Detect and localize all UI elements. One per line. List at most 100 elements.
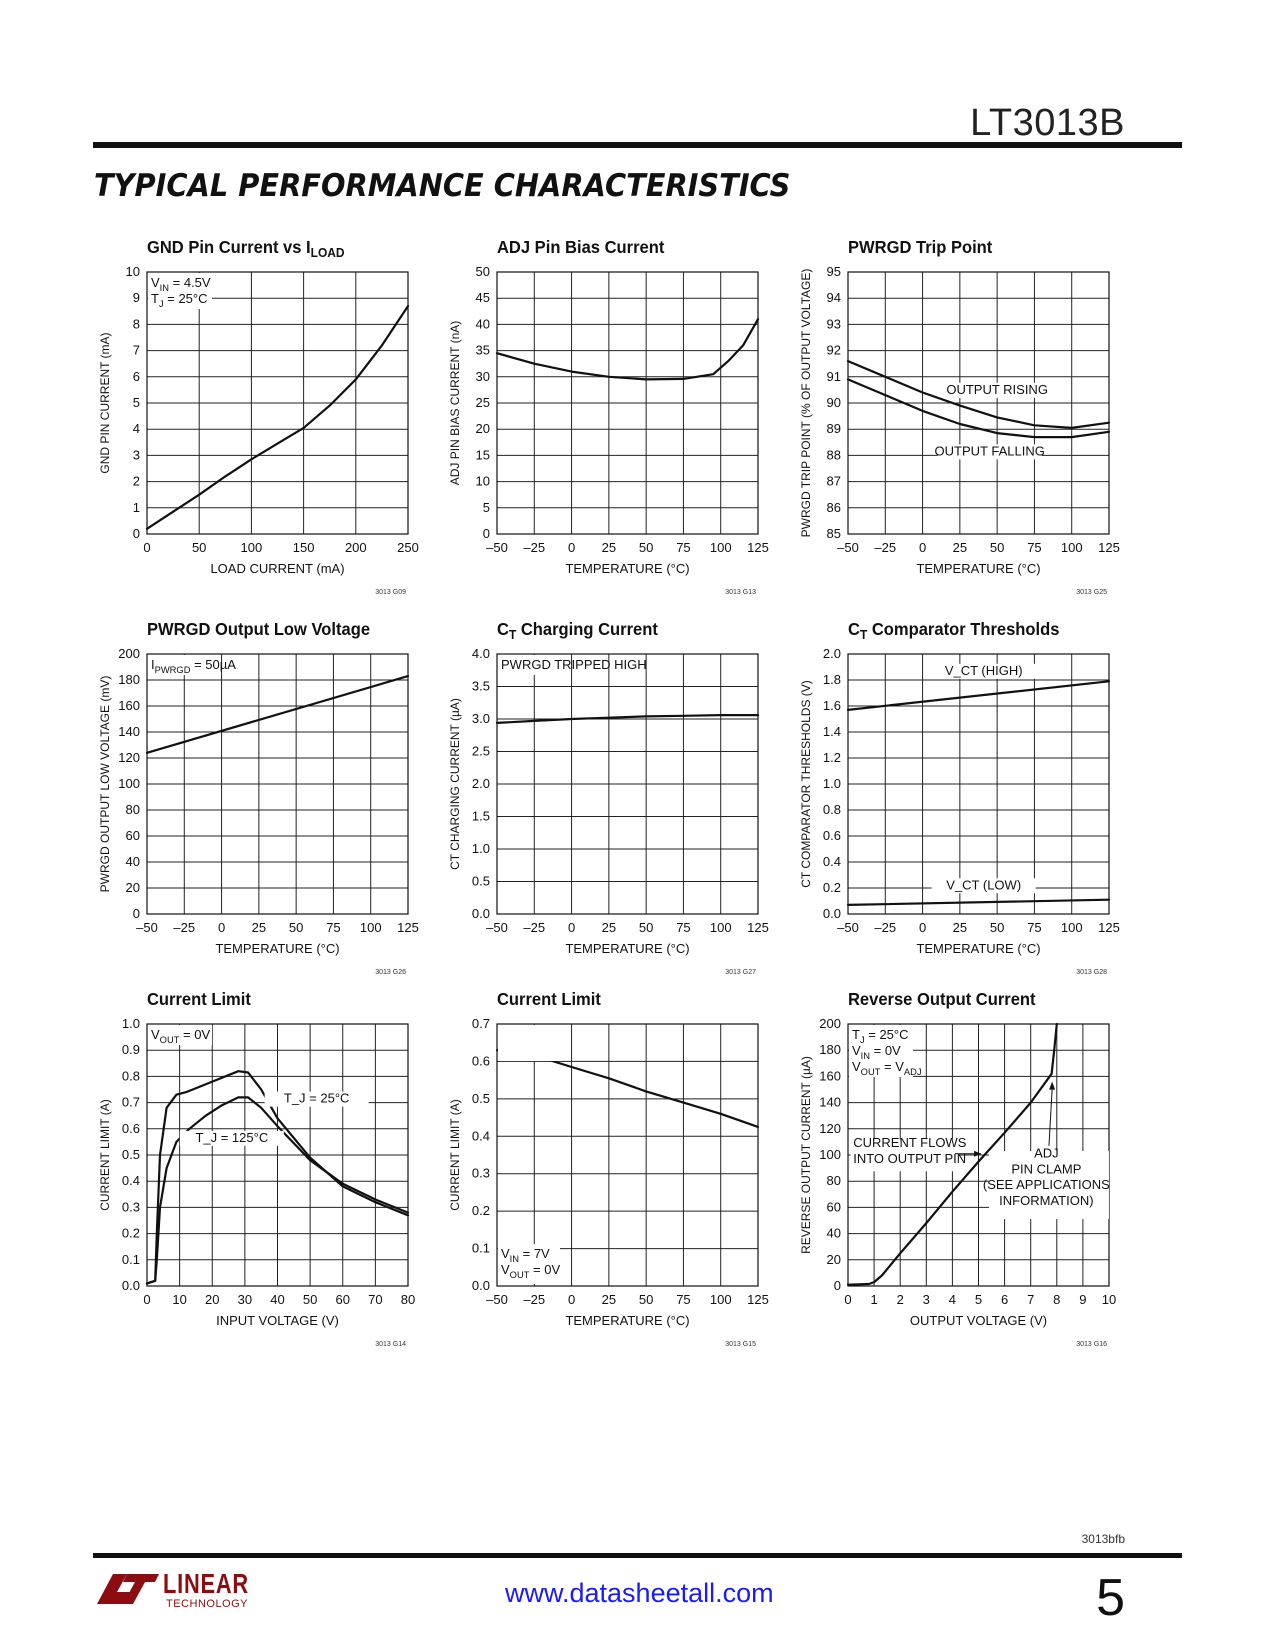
y-tick-label: 0.7 bbox=[122, 1095, 140, 1110]
chart-8: Current Limit –50 –25 0 25 50 75 100 125 0.0 0.1 0.… bbox=[402, 964, 793, 1356]
y-tick-label: 10 bbox=[126, 264, 140, 279]
x-tick-label: 0 bbox=[143, 540, 150, 555]
x-tick-label: 50 bbox=[192, 540, 206, 555]
chart-7: Current Limit 0 10 20 30 40 50 60 70 80 0.0 0.1 0.2 0… bbox=[52, 964, 443, 1356]
y-tick-label: 40 bbox=[476, 316, 490, 331]
annotation-text: V bbox=[501, 1246, 510, 1261]
chart-svg: Current Limit 0 10 20 30 40 50 60 70 80 0.0 0.1 0.2 0… bbox=[98, 988, 415, 1348]
y-axis-label: PWRGD TRIP POINT (% OF OUTPUT VOLTAGE) bbox=[799, 269, 813, 538]
chart-title-text: Reverse Output Current bbox=[848, 988, 1036, 1009]
x-tick-label: 30 bbox=[238, 1292, 252, 1307]
y-tick-label: 100 bbox=[819, 1147, 841, 1162]
chart-title: PWRGD Trip Point bbox=[848, 236, 993, 257]
y-tick-label: 180 bbox=[819, 1042, 841, 1057]
y-axis-label: PWRGD OUTPUT LOW VOLTAGE (mV) bbox=[98, 676, 112, 893]
note-adj-clamp: PIN CLAMP bbox=[1011, 1161, 1081, 1176]
annotation-text: V bbox=[151, 275, 160, 290]
x-axis-label: TEMPERATURE (°C) bbox=[565, 561, 689, 576]
y-tick-label: 20 bbox=[476, 421, 490, 436]
x-tick-label: 25 bbox=[252, 920, 266, 935]
y-tick-label: 6 bbox=[133, 369, 140, 384]
footer-url-link[interactable]: www.datasheetall.com bbox=[505, 1578, 774, 1608]
label-background bbox=[264, 1091, 369, 1107]
y-tick-label: 40 bbox=[827, 1226, 841, 1241]
y-tick-label: 0.8 bbox=[823, 802, 841, 817]
chart-title-text: C bbox=[848, 618, 860, 639]
figure-code: 3013 G27 bbox=[725, 969, 756, 976]
x-tick-label: 125 bbox=[1098, 540, 1120, 555]
y-tick-label: 10 bbox=[476, 474, 490, 489]
plot-frame bbox=[496, 271, 759, 535]
plot-frame bbox=[496, 1023, 759, 1287]
section-title: TYPICAL PERFORMANCE CHARACTERISTICS bbox=[94, 168, 791, 204]
y-tick-label: 1.4 bbox=[823, 724, 841, 739]
note-background bbox=[988, 1151, 1109, 1220]
x-tick-label: 40 bbox=[270, 1292, 284, 1307]
chart-9: Reverse Output Current 0 1 2 3 4 5 6 7 8 9 10 0 20 40 6… bbox=[753, 964, 1144, 1356]
x-tick-label: 150 bbox=[293, 540, 315, 555]
plot-frame bbox=[146, 271, 409, 535]
y-tick-label: 60 bbox=[126, 828, 140, 843]
x-tick-label: –50 bbox=[837, 540, 859, 555]
y-axis-label: CT COMPARATOR THRESHOLDS (V) bbox=[799, 680, 813, 888]
x-tick-label: 2 bbox=[897, 1292, 904, 1307]
x-tick-label: 60 bbox=[336, 1292, 350, 1307]
x-tick-label: 125 bbox=[747, 920, 769, 935]
x-tick-label: 125 bbox=[397, 920, 419, 935]
x-tick-label: –50 bbox=[486, 1292, 508, 1307]
x-tick-label: 10 bbox=[1102, 1292, 1116, 1307]
series-label: V_CT (HIGH) bbox=[945, 663, 1023, 678]
chart-title-rest: Comparator Thresholds bbox=[867, 618, 1059, 639]
chart-grid bbox=[848, 654, 1109, 914]
chart-title: ADJ Pin Bias Current bbox=[497, 236, 665, 257]
x-tick-label: 75 bbox=[1027, 540, 1041, 555]
series-label: OUTPUT FALLING bbox=[935, 443, 1045, 458]
series-line-1 bbox=[145, 305, 410, 530]
x-tick-label: 1 bbox=[870, 1292, 877, 1307]
y-tick-label: 4.0 bbox=[472, 646, 490, 661]
y-tick-label: 4 bbox=[133, 421, 140, 436]
y-tick-label: 0.1 bbox=[122, 1252, 140, 1267]
annotation-box bbox=[148, 1025, 212, 1045]
annotation-box bbox=[498, 1025, 562, 1061]
y-tick-label: 80 bbox=[126, 802, 140, 817]
y-axis-label: CT CHARGING CURRENT (µA) bbox=[448, 698, 462, 870]
chart-1: GND Pin Current vs ILOAD 0 50 100 150 200 250 0… bbox=[52, 212, 443, 604]
annotation-label: PWRGD TRIPPED HIGH bbox=[501, 657, 647, 672]
x-tick-label: 100 bbox=[710, 540, 732, 555]
chart-svg: GND Pin Current vs ILOAD 0 50 100 150 200 250 0… bbox=[98, 236, 419, 596]
x-tick-label: 75 bbox=[1027, 920, 1041, 935]
y-tick-label: 0.2 bbox=[122, 1226, 140, 1241]
linear-technology-logo: LINEAR TECHNOLOGY bbox=[93, 1568, 263, 1616]
series-line-1 bbox=[145, 675, 410, 754]
series-line-1 bbox=[495, 318, 760, 381]
chart-5: CT Charging Current –50 –25 0 25 50 75 100 125 0.… bbox=[402, 594, 793, 984]
chart-title-subscript: T bbox=[509, 628, 517, 643]
x-tick-label: –50 bbox=[486, 540, 508, 555]
chart-title: Current Limit bbox=[497, 988, 601, 1009]
y-tick-label: 160 bbox=[118, 698, 140, 713]
x-tick-label: 200 bbox=[345, 540, 367, 555]
x-tick-label: 7 bbox=[1027, 1292, 1034, 1307]
annotation-label: VOUT = 0V bbox=[151, 1027, 210, 1045]
x-tick-label: 75 bbox=[676, 1292, 690, 1307]
y-tick-label: 90 bbox=[827, 395, 841, 410]
y-tick-label: 94 bbox=[827, 290, 841, 305]
figure-code: 3013 G09 bbox=[375, 589, 406, 596]
x-tick-label: 25 bbox=[602, 540, 616, 555]
chart-grid bbox=[147, 1024, 408, 1286]
label-background bbox=[937, 444, 1042, 460]
subscript-text: OUT bbox=[861, 1067, 881, 1077]
chart-svg: PWRGD Trip Point –50 –25 0 25 50 75 100 125 85 86 8… bbox=[799, 236, 1120, 596]
chart-title-text: PWRGD Trip Point bbox=[848, 236, 993, 257]
footer-rule bbox=[93, 1553, 1182, 1558]
figure-code: 3013 G14 bbox=[375, 1341, 406, 1348]
series-label: T_J = 125°C bbox=[195, 1130, 268, 1145]
lt-logo-icon bbox=[97, 1574, 159, 1604]
annotation-label: IPWRGD = 50µA bbox=[151, 657, 236, 675]
y-tick-label: 0.0 bbox=[472, 906, 490, 921]
note-adj-clamp: ADJ bbox=[1034, 1146, 1059, 1161]
x-tick-label: 5 bbox=[975, 1292, 982, 1307]
y-tick-label: 35 bbox=[476, 343, 490, 358]
y-tick-label: 0.6 bbox=[122, 1121, 140, 1136]
